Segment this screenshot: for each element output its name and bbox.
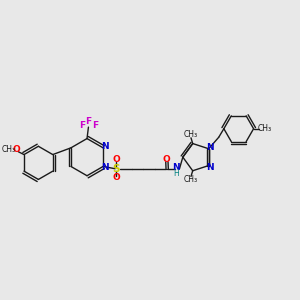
Text: N: N: [207, 163, 214, 172]
Text: F: F: [92, 121, 98, 130]
Text: O: O: [13, 145, 20, 154]
Text: F: F: [79, 121, 85, 130]
Text: N: N: [102, 142, 109, 152]
Text: N: N: [207, 142, 214, 152]
Text: CH₃: CH₃: [183, 176, 197, 184]
Text: CH₃: CH₃: [257, 124, 272, 133]
Text: O: O: [112, 173, 120, 182]
Text: CH₃: CH₃: [183, 130, 197, 139]
Text: H: H: [173, 169, 179, 178]
Text: S: S: [112, 164, 120, 174]
Text: N: N: [172, 164, 180, 172]
Text: N: N: [102, 163, 109, 172]
Text: O: O: [162, 155, 170, 164]
Text: F: F: [85, 117, 91, 126]
Text: CH₃: CH₃: [2, 145, 16, 154]
Text: O: O: [112, 155, 120, 164]
